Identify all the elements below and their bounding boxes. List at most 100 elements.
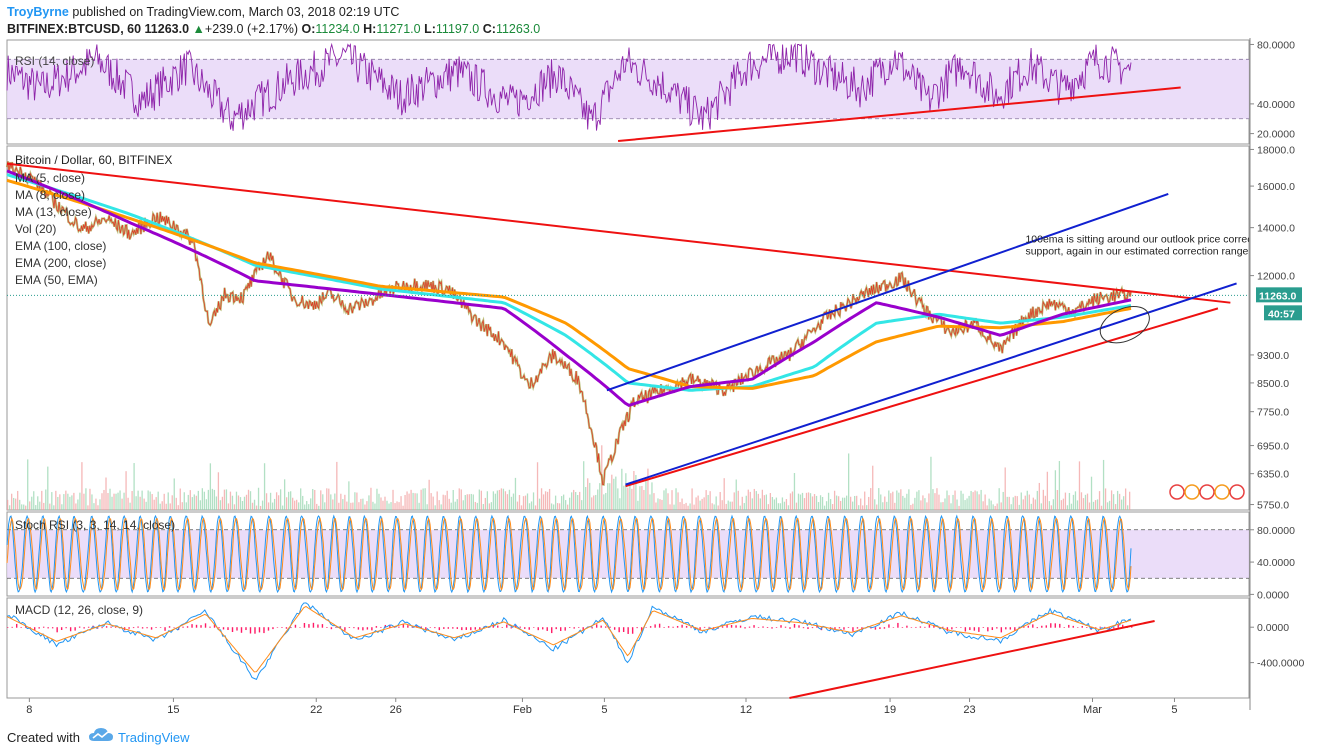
volume-bar	[787, 505, 790, 510]
close-value: 11263.0	[495, 22, 541, 36]
macd-histogram-bar	[600, 625, 602, 628]
macd-histogram-bar	[879, 627, 881, 630]
time-axis[interactable]: 8 15 22 26 Feb 5 12 19 23 Mar 5	[26, 698, 1178, 716]
volume-bar	[928, 493, 930, 510]
volume-bar	[689, 503, 691, 510]
macd-histogram-bar	[434, 627, 436, 629]
volume-bar	[231, 495, 234, 510]
macd-histogram-bar	[1045, 625, 1047, 628]
volume-bar	[843, 497, 846, 510]
time-tick-label: 26	[390, 704, 402, 716]
macd-histogram-bar	[429, 627, 432, 628]
tradingview-link[interactable]: TradingView	[118, 730, 190, 745]
volume-bar	[591, 497, 593, 510]
volume-bar	[408, 493, 410, 510]
volume-bar	[247, 489, 250, 510]
volume-bar	[290, 491, 292, 510]
volume-bar	[974, 490, 976, 510]
price-legend-item: Vol (20)	[15, 222, 56, 236]
macd-histogram-bar	[546, 627, 548, 631]
macd-histogram-bar	[906, 625, 908, 628]
volume-bar	[183, 492, 185, 510]
macd-histogram-bar	[425, 627, 427, 630]
macd-histogram-bar	[56, 627, 58, 633]
volume-bar	[665, 488, 667, 510]
macd-histogram-bar	[856, 627, 859, 629]
volume-bar	[356, 492, 358, 510]
volume-bar	[892, 491, 894, 510]
volume-bar	[61, 504, 63, 510]
volume-bar	[548, 488, 551, 510]
volume-bar	[306, 501, 308, 510]
volume-bar	[564, 500, 567, 510]
volume-bar	[908, 489, 910, 510]
volume-bar	[119, 490, 121, 510]
macd-histogram-bar	[515, 624, 517, 628]
price-panel[interactable]: 18000.0 16000.0 14000.0 12000.0 9300.0 8500.0…	[5, 144, 1302, 512]
macd-histogram-bar	[204, 623, 207, 628]
volume-bar	[761, 489, 763, 510]
macd-histogram-bar	[528, 627, 530, 630]
price-y-tick-label: 14000.0	[1257, 223, 1295, 235]
volume-bar	[354, 492, 356, 510]
macd-panel[interactable]: 0.0000 -400.0000 MACD (12, 26, close, 9)	[6, 597, 1304, 699]
macd-histogram-bar	[299, 627, 301, 628]
macd-histogram-bar	[1077, 627, 1079, 628]
volume-bar	[872, 465, 874, 510]
volume-bar	[920, 500, 922, 510]
author-name[interactable]: TroyByrne	[7, 5, 69, 19]
volume-bar	[440, 504, 442, 510]
macd-histogram-bar	[321, 624, 324, 628]
volume-bar	[1110, 490, 1113, 510]
macd-histogram-bar	[852, 627, 854, 632]
volume-bar	[486, 491, 489, 510]
open-value: 11234.0	[315, 22, 360, 36]
rsi-panel[interactable]: 80.0000 40.0000 20.0000 RSI (14, close)	[6, 38, 1295, 710]
published-text: published on TradingView.com, March 03, …	[72, 5, 400, 19]
macd-histogram-bar	[146, 627, 148, 629]
volume-bar	[946, 490, 948, 510]
volume-bar	[476, 502, 478, 510]
volume-bar	[868, 496, 870, 510]
event-marker-icon	[1199, 484, 1215, 500]
volume-bar	[338, 502, 340, 510]
volume-bar	[101, 493, 103, 510]
price-y-tick-label: 7750.0	[1257, 407, 1289, 419]
volume-bar	[498, 489, 501, 510]
macd-histogram-bar	[1072, 625, 1074, 628]
macd-histogram-bar	[249, 627, 252, 634]
volume-bar	[233, 504, 236, 510]
volume-bar	[711, 503, 713, 510]
volume-bar	[55, 490, 57, 510]
volume-bar	[201, 488, 203, 510]
macd-histogram-bar	[375, 626, 378, 628]
volume-bar	[376, 488, 378, 510]
volume-bar	[970, 490, 972, 510]
volume-bar	[753, 488, 755, 510]
volume-bar	[996, 503, 998, 510]
macd-histogram-bar	[191, 624, 193, 628]
volume-bar	[346, 501, 348, 510]
volume-bar	[326, 488, 328, 510]
volume-bar	[538, 498, 541, 510]
volume-bar	[11, 493, 13, 510]
volume-bar	[161, 501, 163, 510]
volume-bar	[671, 490, 673, 510]
volume-bar	[773, 499, 776, 510]
volume-bar	[438, 500, 440, 510]
volume-bar	[225, 489, 228, 510]
volume-bar	[83, 493, 85, 510]
macd-frame	[6, 597, 1250, 699]
volume-bar	[213, 489, 216, 510]
volume-bar	[888, 490, 890, 510]
moving-average-line	[6, 178, 1132, 390]
stoch-rsi-panel[interactable]: 80.0000 40.0000 0.0000 Stoch RSI (3, 3, 14,…	[6, 511, 1295, 601]
volume-bar	[302, 495, 304, 510]
macd-histogram-bar	[744, 627, 746, 629]
volume-bar	[845, 495, 848, 510]
macd-histogram-bar	[618, 627, 620, 633]
time-tick-label: Feb	[513, 704, 532, 716]
macd-histogram-bar	[1068, 624, 1070, 628]
volume-bar	[115, 493, 117, 510]
